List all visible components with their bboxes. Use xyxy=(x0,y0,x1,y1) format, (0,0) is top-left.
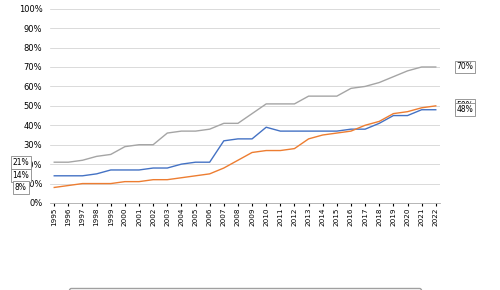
High-income countries xyxy=(320,95,326,98)
High-income countries xyxy=(235,122,241,125)
High-income countries xyxy=(178,129,184,133)
Middle-income countries xyxy=(221,166,227,170)
Line: Middle-income countries: Middle-income countries xyxy=(54,106,436,187)
High-income countries xyxy=(150,143,156,146)
High-income countries xyxy=(80,159,86,162)
Middle-income countries xyxy=(306,137,312,141)
High-income countries xyxy=(192,129,198,133)
Low-income countries xyxy=(278,129,283,133)
Low-income countries xyxy=(206,160,212,164)
Low-income countries xyxy=(404,114,410,117)
Middle-income countries xyxy=(80,182,86,185)
High-income countries xyxy=(376,81,382,84)
Text: 48%: 48% xyxy=(456,105,473,114)
Low-income countries xyxy=(418,108,424,111)
Middle-income countries xyxy=(192,174,198,177)
Low-income countries xyxy=(192,160,198,164)
Middle-income countries xyxy=(235,159,241,162)
Low-income countries xyxy=(292,129,298,133)
High-income countries xyxy=(348,87,354,90)
High-income countries xyxy=(136,143,142,146)
Low-income countries xyxy=(221,139,227,143)
Low-income countries xyxy=(80,174,86,177)
Middle-income countries xyxy=(136,180,142,183)
High-income countries xyxy=(334,95,340,98)
Low-income countries xyxy=(51,174,57,177)
High-income countries xyxy=(66,160,71,164)
Text: 14%: 14% xyxy=(12,171,29,180)
Low-income countries xyxy=(263,126,269,129)
Low-income countries xyxy=(376,122,382,125)
Low-income countries xyxy=(249,137,255,141)
Middle-income countries xyxy=(292,147,298,150)
Line: High-income countries: High-income countries xyxy=(54,67,436,162)
Low-income countries xyxy=(122,168,128,172)
Middle-income countries xyxy=(263,149,269,152)
High-income countries xyxy=(122,145,128,148)
Low-income countries xyxy=(320,129,326,133)
Low-income countries xyxy=(150,166,156,170)
High-income countries xyxy=(221,122,227,125)
Text: 50%: 50% xyxy=(456,101,473,110)
Low-income countries xyxy=(136,168,142,172)
High-income countries xyxy=(292,102,298,106)
Middle-income countries xyxy=(334,131,340,135)
Middle-income countries xyxy=(164,178,170,182)
High-income countries xyxy=(390,75,396,78)
Middle-income countries xyxy=(320,133,326,137)
Line: Low-income countries: Low-income countries xyxy=(54,110,436,176)
Low-income countries xyxy=(94,172,100,175)
Middle-income countries xyxy=(108,182,114,185)
Middle-income countries xyxy=(150,178,156,182)
Low-income countries xyxy=(334,129,340,133)
Text: 8%: 8% xyxy=(15,183,27,192)
Middle-income countries xyxy=(51,186,57,189)
Low-income countries xyxy=(108,168,114,172)
Text: 21%: 21% xyxy=(12,158,29,167)
Low-income countries xyxy=(306,129,312,133)
High-income countries xyxy=(108,153,114,156)
Middle-income countries xyxy=(418,106,424,110)
High-income countries xyxy=(362,85,368,88)
Middle-income countries xyxy=(206,172,212,175)
Legend: Low-income countries, Middle-income countries, High-income countries: Low-income countries, Middle-income coun… xyxy=(69,289,421,290)
High-income countries xyxy=(306,95,312,98)
Low-income countries xyxy=(362,127,368,131)
High-income countries xyxy=(164,131,170,135)
Middle-income countries xyxy=(376,120,382,123)
High-income countries xyxy=(418,65,424,69)
Middle-income countries xyxy=(390,112,396,115)
Middle-income countries xyxy=(122,180,128,183)
Middle-income countries xyxy=(348,129,354,133)
High-income countries xyxy=(404,69,410,72)
Low-income countries xyxy=(235,137,241,141)
Low-income countries xyxy=(164,166,170,170)
Low-income countries xyxy=(390,114,396,117)
High-income countries xyxy=(51,160,57,164)
High-income countries xyxy=(94,155,100,158)
High-income countries xyxy=(206,127,212,131)
Middle-income countries xyxy=(66,184,71,187)
Middle-income countries xyxy=(249,151,255,154)
Middle-income countries xyxy=(433,104,439,108)
Low-income countries xyxy=(66,174,71,177)
Middle-income countries xyxy=(404,110,410,113)
Low-income countries xyxy=(348,127,354,131)
Text: 70%: 70% xyxy=(456,62,473,72)
Middle-income countries xyxy=(94,182,100,185)
High-income countries xyxy=(433,65,439,69)
High-income countries xyxy=(263,102,269,106)
High-income countries xyxy=(249,112,255,115)
Low-income countries xyxy=(433,108,439,111)
Low-income countries xyxy=(178,162,184,166)
Middle-income countries xyxy=(178,176,184,180)
Middle-income countries xyxy=(278,149,283,152)
Middle-income countries xyxy=(362,124,368,127)
High-income countries xyxy=(278,102,283,106)
